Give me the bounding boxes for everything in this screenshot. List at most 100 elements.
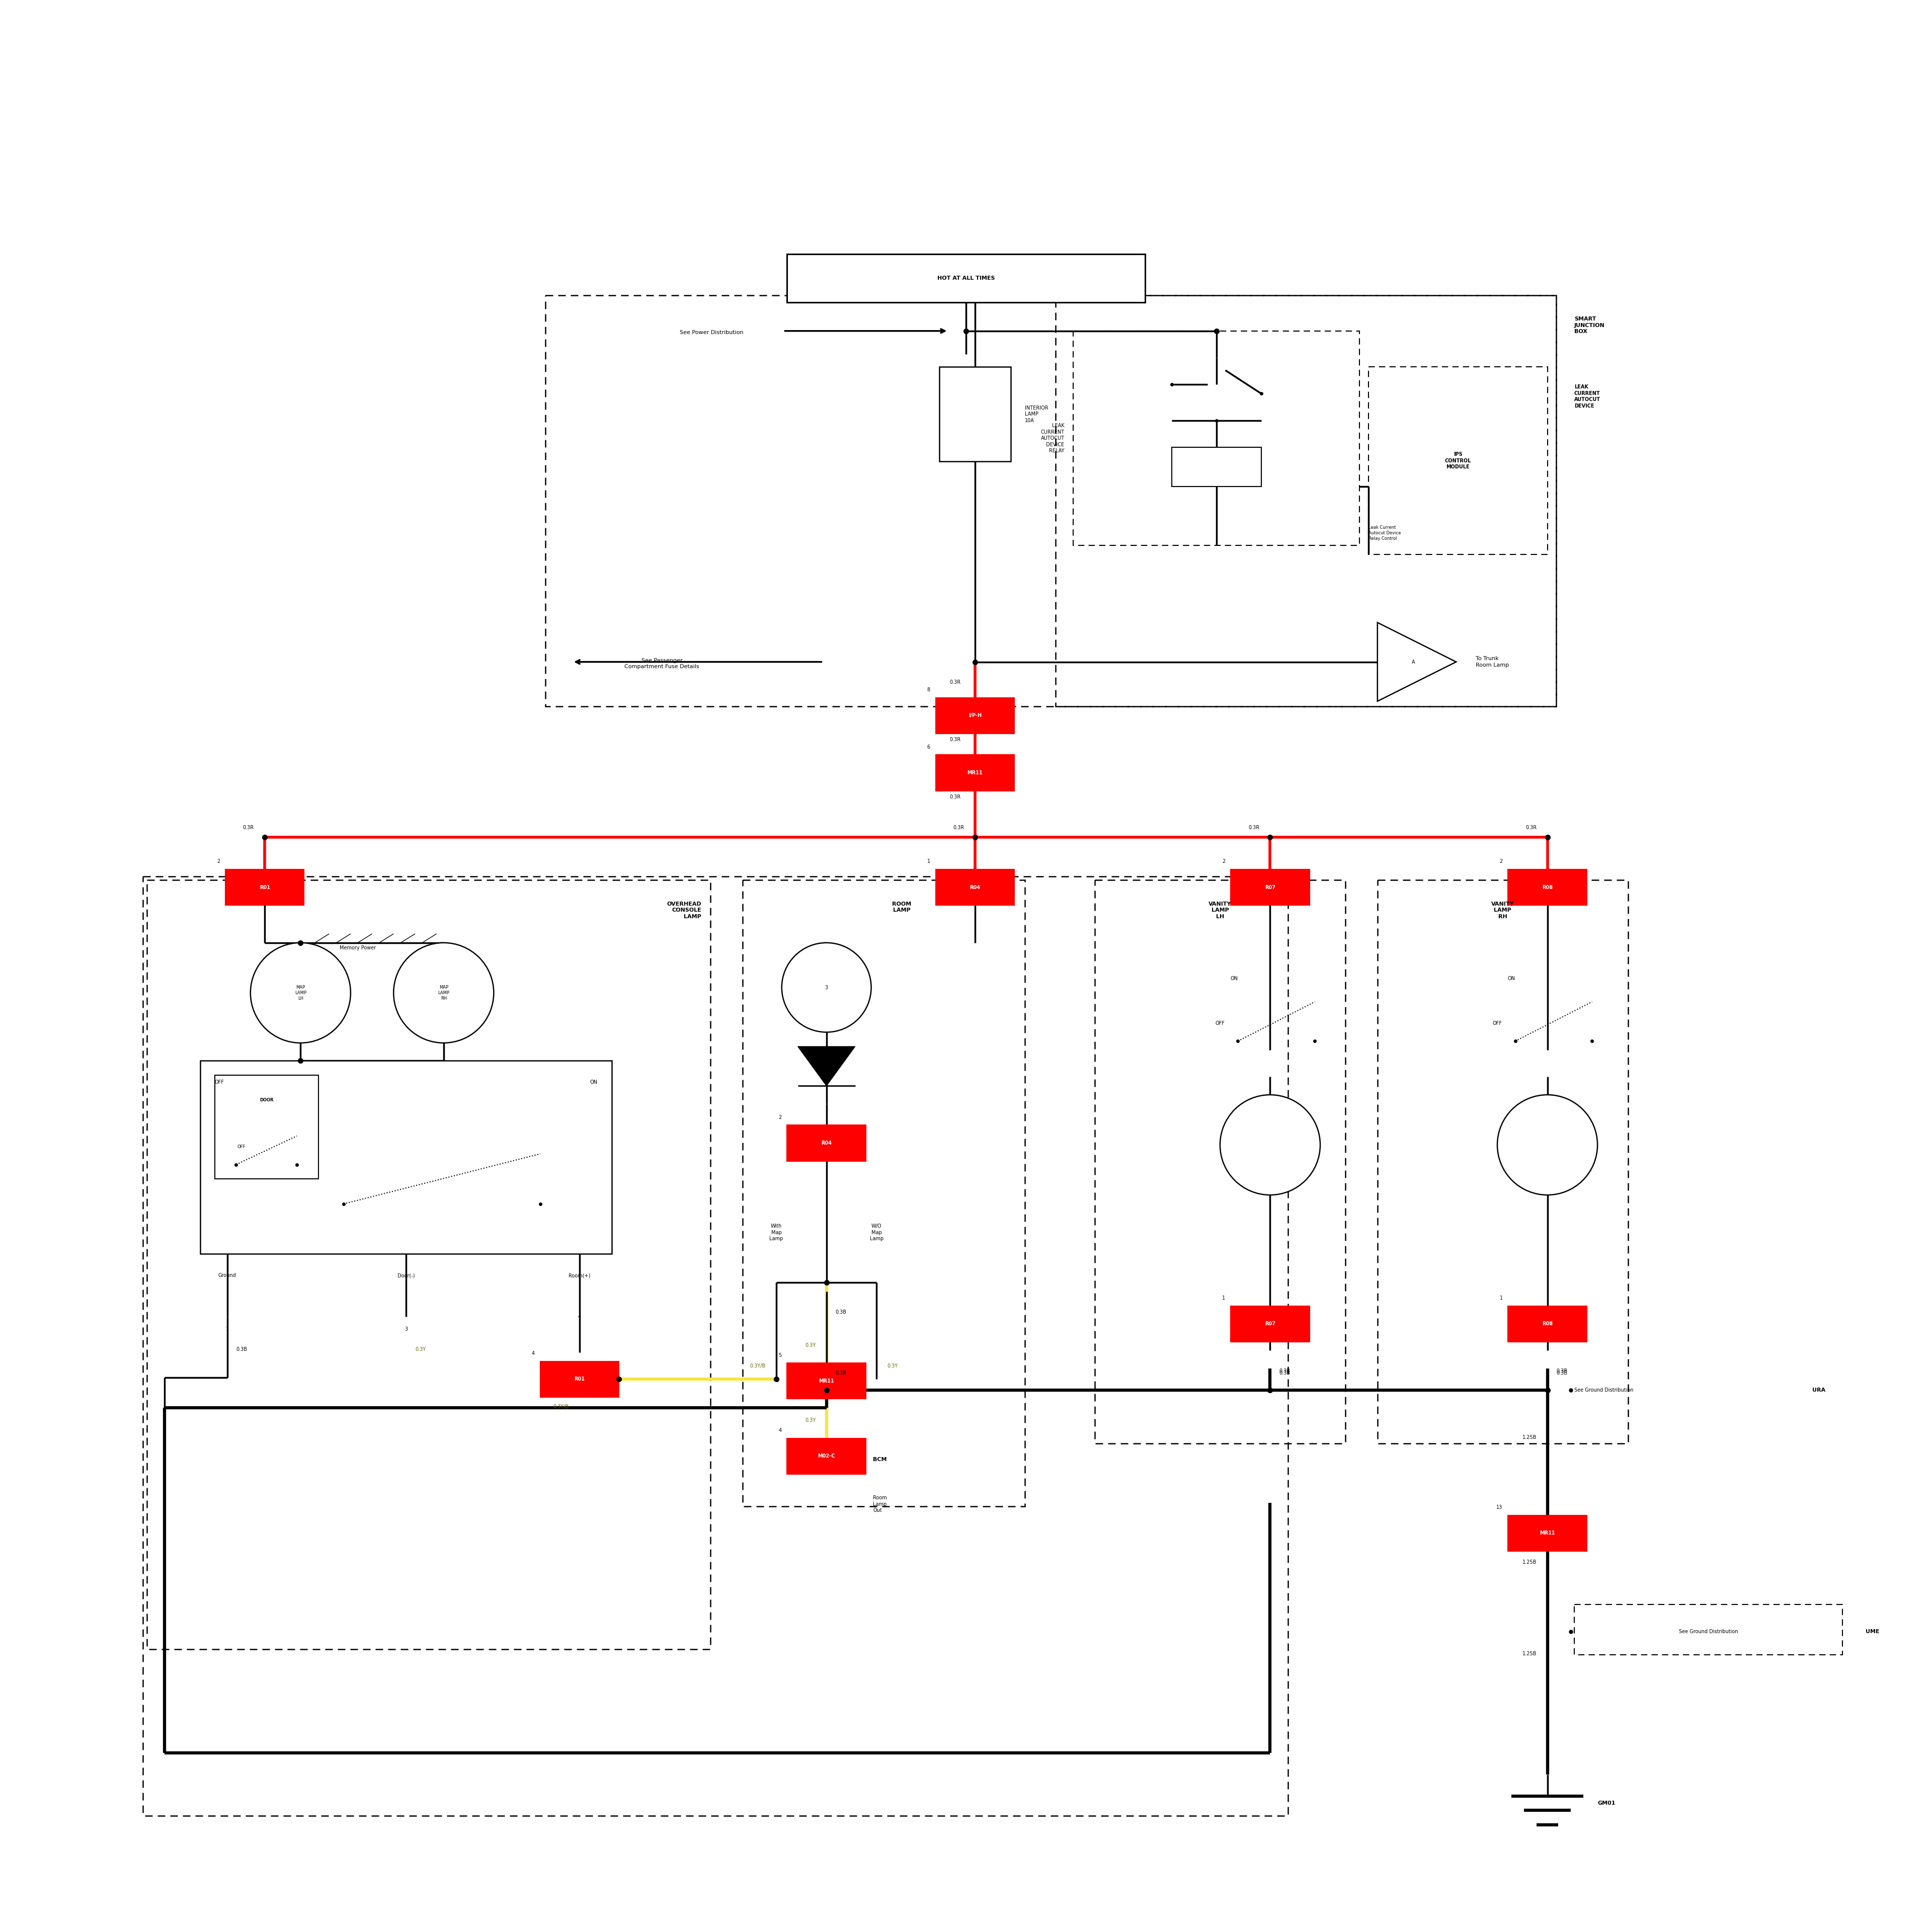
Bar — [1231, 1306, 1310, 1341]
Bar — [935, 869, 1014, 906]
Bar — [1509, 1306, 1586, 1341]
Bar — [226, 869, 303, 906]
Text: R04: R04 — [821, 1140, 833, 1146]
Text: 4: 4 — [779, 1428, 782, 1434]
Text: HOT AT ALL TIMES: HOT AT ALL TIMES — [937, 276, 995, 280]
Text: R01: R01 — [259, 885, 270, 891]
Circle shape — [1219, 1095, 1320, 1196]
Text: 13: 13 — [1497, 1505, 1503, 1509]
Text: A: A — [1412, 659, 1414, 665]
Text: R01: R01 — [574, 1378, 585, 1381]
Bar — [786, 253, 1146, 301]
Text: See Ground Distribution: See Ground Distribution — [1575, 1387, 1633, 1393]
Text: 0.3R: 0.3R — [243, 825, 253, 831]
Bar — [1509, 1515, 1586, 1551]
Bar — [935, 755, 1014, 790]
Text: Room(+): Room(+) — [568, 1273, 591, 1277]
Text: VANITY
LAMP
RH: VANITY LAMP RH — [1492, 902, 1515, 920]
Text: 0.3B: 0.3B — [835, 1370, 846, 1376]
Text: INTERIOR
LAMP
10A: INTERIOR LAMP 10A — [1026, 406, 1049, 423]
Text: 0.3B: 0.3B — [1557, 1370, 1567, 1376]
Text: R04: R04 — [970, 885, 980, 891]
Bar — [742, 881, 1026, 1507]
Polygon shape — [1378, 622, 1457, 701]
Text: R07: R07 — [1265, 1321, 1275, 1325]
Bar — [1074, 330, 1360, 545]
Text: 2: 2 — [216, 860, 220, 864]
Text: UME: UME — [1866, 1629, 1880, 1634]
Text: R08: R08 — [1542, 1321, 1553, 1325]
Text: OFF: OFF — [1215, 1020, 1225, 1026]
Text: 0.3Y: 0.3Y — [415, 1347, 425, 1352]
Circle shape — [782, 943, 871, 1032]
Text: R08: R08 — [1542, 885, 1553, 891]
Text: Ground: Ground — [218, 1273, 236, 1277]
Text: 8: 8 — [927, 688, 929, 692]
Text: 0.3B: 0.3B — [1279, 1368, 1291, 1374]
Text: Leak Current
Autocut Device
Relay Control: Leak Current Autocut Device Relay Contro… — [1368, 526, 1401, 541]
Bar — [786, 1437, 866, 1474]
Text: OFF: OFF — [214, 1080, 224, 1084]
Bar — [786, 1364, 866, 1399]
Text: 4: 4 — [578, 1314, 582, 1320]
Text: ON: ON — [1231, 976, 1238, 981]
Circle shape — [394, 943, 495, 1043]
Text: 0.3Y: 0.3Y — [887, 1364, 898, 1368]
Text: 0.3R: 0.3R — [949, 794, 960, 800]
Text: SMART
JUNCTION
BOX: SMART JUNCTION BOX — [1575, 317, 1605, 334]
Text: LEAK
CURRENT
AUTOCUT
DEVICE: LEAK CURRENT AUTOCUT DEVICE — [1575, 384, 1600, 408]
Bar — [541, 1362, 618, 1397]
Bar — [1171, 446, 1262, 487]
Text: BCM: BCM — [873, 1457, 887, 1463]
Text: Door(-): Door(-) — [398, 1273, 415, 1277]
Bar — [214, 1074, 319, 1179]
Text: 0.3R: 0.3R — [949, 680, 960, 684]
Text: MR11: MR11 — [968, 771, 983, 775]
Text: MR11: MR11 — [819, 1379, 835, 1383]
Text: 3: 3 — [404, 1327, 408, 1331]
Text: 0.3R: 0.3R — [1526, 825, 1536, 831]
Text: ON: ON — [1507, 976, 1515, 981]
Text: 0.3B: 0.3B — [835, 1310, 846, 1314]
Bar — [545, 296, 1557, 707]
Text: See Ground Distribution: See Ground Distribution — [1679, 1629, 1739, 1634]
Text: 0.3R: 0.3R — [949, 736, 960, 742]
Text: W/O
Map
Lamp: W/O Map Lamp — [869, 1223, 883, 1240]
Text: 0.3Y/B: 0.3Y/B — [750, 1364, 765, 1368]
Text: Memory Power: Memory Power — [340, 945, 377, 951]
Text: 0.3R: 0.3R — [952, 825, 964, 831]
Bar — [1368, 367, 1548, 554]
Text: 6: 6 — [927, 744, 929, 750]
Text: 0.3Y: 0.3Y — [806, 1343, 815, 1349]
Text: 1: 1 — [226, 1327, 228, 1331]
Bar — [147, 881, 711, 1650]
Bar — [1509, 869, 1586, 906]
Text: ON: ON — [589, 1080, 597, 1084]
Text: MAP
LAMP
RH: MAP LAMP RH — [439, 985, 450, 1001]
Text: OVERHEAD
CONSOLE
LAMP: OVERHEAD CONSOLE LAMP — [667, 902, 701, 920]
Text: With
Map
Lamp: With Map Lamp — [769, 1223, 782, 1240]
Bar — [786, 1124, 866, 1161]
Circle shape — [1497, 1095, 1598, 1196]
Text: To Trunk
Room Lamp: To Trunk Room Lamp — [1476, 657, 1509, 668]
Text: 1: 1 — [1499, 1296, 1503, 1300]
Bar — [1231, 869, 1310, 906]
Text: 1: 1 — [927, 860, 929, 864]
Bar — [952, 375, 999, 452]
Text: 1.25B: 1.25B — [1522, 1559, 1536, 1565]
Text: 0.3Y/B: 0.3Y/B — [553, 1405, 568, 1408]
Polygon shape — [798, 1047, 856, 1086]
Text: 1: 1 — [1223, 1296, 1225, 1300]
Text: OFF: OFF — [238, 1144, 245, 1150]
Bar — [1378, 881, 1629, 1443]
Text: See Passenger
Compartment Fuse Details: See Passenger Compartment Fuse Details — [624, 659, 699, 668]
Text: IPS
CONTROL
MODULE: IPS CONTROL MODULE — [1445, 452, 1470, 469]
Bar — [1055, 296, 1557, 707]
Text: VANITY
LAMP
LH: VANITY LAMP LH — [1209, 902, 1231, 920]
Text: 1.25B: 1.25B — [1522, 1435, 1536, 1439]
Text: 0.3R: 0.3R — [1248, 825, 1260, 831]
Text: M02-C: M02-C — [817, 1453, 835, 1459]
Text: URA: URA — [1812, 1387, 1826, 1393]
Text: I/P-H: I/P-H — [968, 713, 981, 719]
Bar — [935, 697, 1014, 734]
